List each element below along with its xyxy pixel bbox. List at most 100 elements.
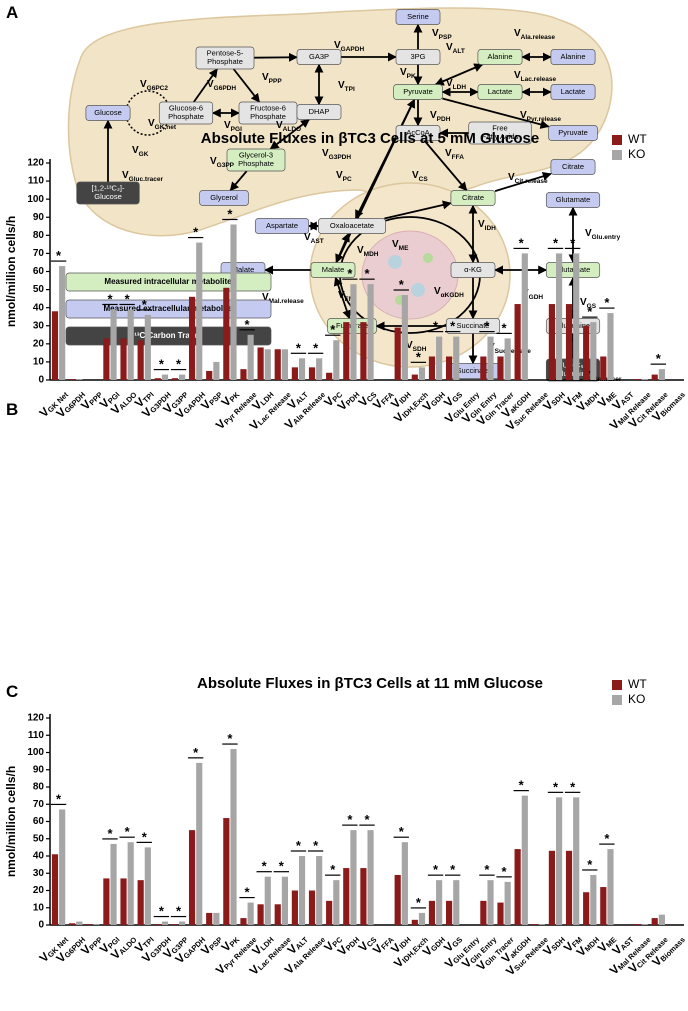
significance-star: * <box>142 829 148 844</box>
node-label: Glucose-6 <box>169 104 203 113</box>
flux-symbol: V <box>446 42 453 53</box>
flux-label: VPK <box>400 67 416 80</box>
metabolite-node: Pyruvate <box>548 125 598 141</box>
bar <box>179 374 186 380</box>
flux-subscript: GK <box>139 151 149 158</box>
node-label: Fructose-6 <box>250 104 286 113</box>
flux-label: VGAPDH <box>334 40 364 53</box>
flux-subscript: PSP <box>439 34 453 41</box>
legend-label: KO <box>628 147 645 161</box>
significance-star: * <box>450 319 456 334</box>
flux-symbol: V <box>262 72 269 83</box>
node-box <box>477 49 523 65</box>
metabolite-node: Citrate <box>450 190 496 206</box>
metabolite-node: DHAP <box>296 104 342 120</box>
bar <box>240 369 247 380</box>
bar <box>607 313 614 380</box>
significance-star: * <box>587 857 593 872</box>
bar <box>247 902 254 925</box>
flux-label: VGluc.tracer <box>122 170 163 183</box>
node-box <box>226 148 286 172</box>
significance-star: * <box>107 826 113 841</box>
significance-star: * <box>193 745 199 760</box>
metabolite-node: Citrate <box>550 159 596 175</box>
metabolite-node: Pentose-5-Phosphate <box>195 46 255 70</box>
bar <box>428 356 436 380</box>
bar <box>411 919 418 925</box>
significance-star: * <box>159 357 165 372</box>
node-box <box>254 218 310 234</box>
flux-label: VGK <box>132 145 149 158</box>
node-label: Malate <box>232 265 255 274</box>
bar <box>69 923 76 925</box>
node-box <box>199 190 249 206</box>
node-box <box>76 181 140 205</box>
node-label: Glycerol-3 <box>239 151 273 160</box>
node-label: Lactate <box>561 87 586 96</box>
bar <box>573 797 580 925</box>
node-label: Citrate <box>562 162 584 171</box>
node-label: [U-¹³C₅] <box>560 361 586 370</box>
bar <box>161 374 169 380</box>
legend-swatch <box>612 150 622 160</box>
bar <box>343 868 350 925</box>
node-box <box>450 190 496 206</box>
flux-symbol: V <box>392 239 399 250</box>
node-box <box>395 125 441 141</box>
node-label: Glutamate <box>556 265 591 274</box>
legend-label: ¹³C Carbon Tracer <box>134 331 202 340</box>
metabolite-node: Serine <box>395 9 441 25</box>
significance-star: * <box>296 340 302 355</box>
node-label: Alanine <box>560 52 585 61</box>
bar <box>333 880 340 925</box>
bar <box>316 358 323 380</box>
node-label: Pyruvate <box>558 128 588 137</box>
bar <box>274 904 281 925</box>
flux-label: VPC <box>336 170 352 183</box>
flux-subscript: G6PDH <box>214 85 237 92</box>
y-tick-label: 50 <box>33 284 45 295</box>
flux-label: VPPP <box>262 72 282 85</box>
significance-star: * <box>553 235 559 250</box>
y-tick-label: 10 <box>33 357 45 368</box>
significance-star: * <box>193 225 199 240</box>
flux-label: VME <box>392 239 409 252</box>
bar <box>127 309 134 380</box>
flux-label: VAla.release <box>514 28 555 41</box>
significance-star: * <box>56 791 62 806</box>
bar <box>257 904 264 925</box>
bar <box>411 374 418 380</box>
legend-swatch <box>612 135 622 145</box>
flux-subscript: PK <box>407 73 416 80</box>
node-label: Citrate <box>462 193 484 202</box>
y-tick-label: 10 <box>33 902 45 913</box>
significance-star: * <box>553 779 559 794</box>
bar <box>316 856 323 925</box>
significance-star: * <box>330 862 336 877</box>
node-box <box>545 192 601 208</box>
node-label: Phosphate <box>207 57 243 66</box>
significance-star: * <box>502 320 508 335</box>
significance-star: * <box>364 812 370 827</box>
node-label: Glucose <box>94 108 122 117</box>
flux-subscript: GS <box>587 303 597 310</box>
flux-subscript: TPI <box>345 86 355 93</box>
y-tick-label: 30 <box>33 320 45 331</box>
node-box <box>318 218 386 234</box>
bar <box>154 378 161 380</box>
bar <box>497 356 504 380</box>
node-box <box>395 49 441 65</box>
bar <box>240 918 247 925</box>
significance-star: * <box>56 248 62 263</box>
flux-label: VFFA <box>445 148 464 161</box>
bar <box>51 311 59 380</box>
bar <box>343 322 350 380</box>
bar <box>247 334 254 380</box>
bar <box>634 379 641 380</box>
bar <box>51 854 59 925</box>
pathway-arrow <box>229 170 248 192</box>
bar <box>590 322 597 380</box>
flux-symbol: V <box>336 170 343 181</box>
significance-star: * <box>176 357 182 372</box>
flux-subscript: G3PP <box>217 162 235 169</box>
